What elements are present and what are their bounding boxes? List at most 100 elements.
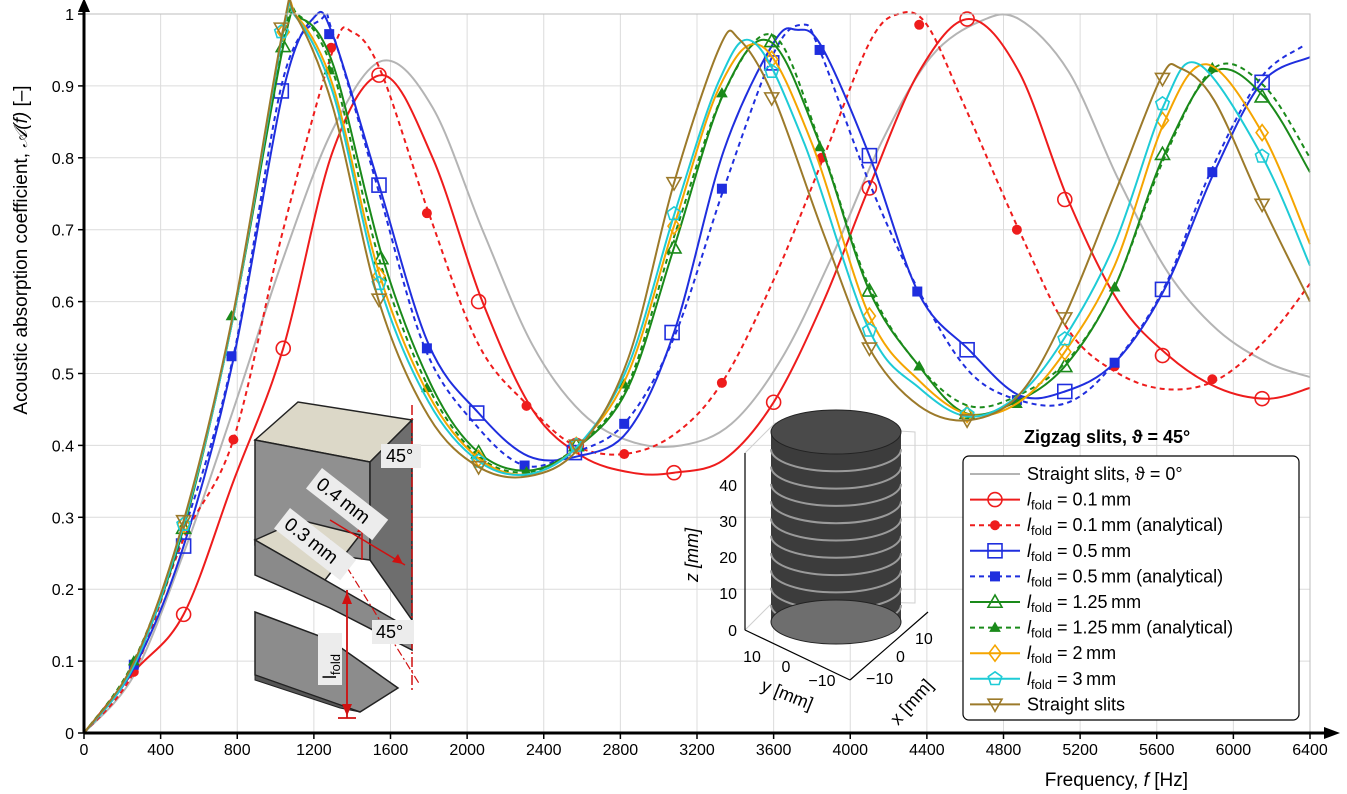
x-axis-arrow [1324, 727, 1340, 739]
angle-bottom-label-bg [372, 620, 414, 644]
legend-eq-l125a: = 1.25 mm (analytical) [1052, 618, 1233, 638]
y-tick-10: 10 [743, 649, 761, 666]
y-tick-0: 0 [782, 659, 791, 676]
y-tick-label-10: 1 [65, 7, 74, 24]
point-l05a-8 [912, 286, 923, 297]
point-l3-0 [176, 516, 192, 532]
x-tick-neg10: −10 [866, 671, 893, 688]
point-straight-10 [1154, 72, 1171, 88]
y-tick-label-1: 0.1 [52, 654, 74, 671]
legend-items: Straight slits, ϑ = 0°lfold = 0.1 mmlfol… [970, 464, 1233, 714]
lfold-label-bg [318, 633, 342, 685]
point-l3-11 [1254, 148, 1270, 163]
point-l05a-11 [1207, 167, 1218, 178]
series-straight [83, 0, 1311, 734]
point-l01-6 [765, 394, 782, 411]
y-tick-label-2: 0.2 [52, 582, 74, 599]
x-tick-label-0: 0 [80, 742, 89, 759]
x-axis-label-3d: x [mm] [886, 675, 937, 729]
x-tick-label-14: 5600 [1139, 742, 1175, 759]
y-tick-label-9: 0.9 [52, 79, 74, 96]
legend-l-l05: l [1027, 541, 1032, 561]
point-straight-7 [861, 342, 878, 357]
angle-top-label-bg [381, 444, 421, 468]
point-l125-11 [1253, 88, 1271, 103]
point-l01a-6 [716, 377, 727, 388]
point-straight-6 [763, 92, 781, 107]
legend-label-straight0: Straight slits, ϑ = 0° [1027, 464, 1183, 484]
legend-item-l05: lfold = 0.5 mm [970, 541, 1131, 564]
point-l125a-7 [813, 141, 826, 152]
dim-line-03 [329, 519, 406, 566]
x-tick-label-5: 2000 [449, 742, 485, 759]
cylinder-side [771, 432, 901, 622]
x-axis-title: Frequency, f [Hz] [1045, 770, 1188, 791]
point-l01a-9 [1011, 224, 1022, 235]
series-line-l125 [83, 10, 1311, 734]
legend-sub-l05a: fold [1031, 574, 1052, 589]
x-tick-label-13: 5200 [1062, 742, 1098, 759]
legend-item-l125a: lfold = 1.25 mm (analytical) [970, 618, 1233, 641]
legend-l-l01a: l [1027, 515, 1032, 535]
legend-sub-l2: fold [1031, 651, 1052, 666]
x-axis-line-3d [849, 611, 929, 681]
x-axis-title-var: f [1144, 770, 1151, 791]
x-tick-label-6: 2400 [526, 742, 562, 759]
point-straight-9 [1056, 312, 1074, 327]
cylinder-top-ellipse [770, 409, 902, 455]
z-tick-0: 0 [728, 623, 737, 640]
point-l01a-11 [1207, 374, 1218, 385]
legend-l-l01: l [1027, 490, 1032, 510]
series-straight0 [83, 13, 1311, 734]
angle-bottom-label: 45° [376, 622, 403, 642]
x-tick-label-1: 400 [147, 742, 174, 759]
series-line-straight [83, 0, 1311, 734]
x-axis-title-unit: [Hz] [1149, 770, 1188, 791]
point-l05-7 [861, 147, 878, 164]
lfold-label-sub: fold [328, 654, 343, 675]
legend-label-l125: lfold = 1.25 mm [1027, 592, 1141, 615]
series-line-straight0 [83, 13, 1311, 734]
point-l05a-1 [226, 351, 237, 362]
legend-item-l125: lfold = 1.25 mm [970, 592, 1141, 615]
point-l125-10 [1154, 145, 1171, 161]
point-l05-10 [1154, 281, 1171, 298]
legend-marker-l05a [990, 571, 1000, 582]
legend-marker-l125 [986, 593, 1004, 609]
y-tick-label-6: 0.6 [52, 295, 74, 312]
legend-eq-l05a: = 0.5 mm (analytical) [1052, 566, 1223, 586]
legend-sub-l05: fold [1031, 549, 1052, 564]
cylinder-body [770, 409, 902, 645]
series-l05 [83, 10, 1311, 734]
point-l01-3 [470, 293, 487, 310]
legend-title-text: Zigzag slits, ϑ = 45° [1024, 427, 1190, 447]
cylinder-ring-1 [770, 449, 902, 473]
x-tick-label-16: 6400 [1292, 742, 1328, 759]
legend-eq-l3: = 3 mm [1052, 669, 1116, 689]
y-tick-label-5: 0.5 [52, 367, 74, 384]
x-tick-10: 10 [915, 631, 933, 648]
y-tick-label-7: 0.7 [52, 223, 74, 240]
cylinder-bottom-ellipse [770, 599, 902, 645]
point-l2-11 [1255, 123, 1270, 142]
point-l01-8 [959, 11, 975, 27]
point-l125a-6 [716, 87, 728, 98]
y-tick-label-0: 0 [65, 726, 74, 743]
lfold-label-l: l [320, 675, 340, 679]
point-straight-5 [665, 176, 683, 192]
point-l2-8 [960, 405, 975, 424]
y-axis-label-3d: y [mm] [759, 675, 817, 714]
point-l01-0 [175, 606, 192, 623]
point-l01a-8 [914, 19, 925, 30]
legend-label-straight: Straight slits [1027, 694, 1125, 714]
point-l05a-6 [716, 183, 727, 194]
point-l01a-5 [619, 449, 630, 460]
point-l01-10 [1154, 347, 1171, 364]
legend-label-l2: lfold = 2 mm [1027, 643, 1116, 666]
lfold-label-group: lfold [318, 633, 343, 685]
point-l05a-7 [814, 44, 825, 55]
x-tick-label-8: 3200 [679, 742, 715, 759]
z-axis-label-text: z [mm] [682, 527, 702, 583]
point-l3-9 [1057, 331, 1073, 346]
